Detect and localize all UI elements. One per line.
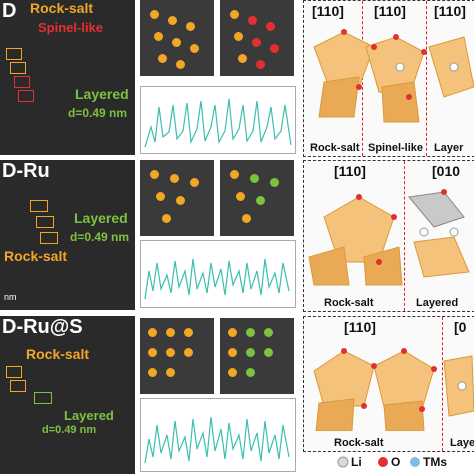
phase-footer: Rock-salt — [334, 437, 384, 449]
spacing-label-2: d=0.49 nm — [70, 230, 130, 244]
roi-box — [36, 216, 54, 228]
crystal-structure — [313, 348, 474, 431]
phase-footer: Layered — [416, 297, 459, 309]
phase-label-rocksalt-1: Rock-salt — [30, 0, 94, 16]
spacing-label-3: d=0.49 nm — [42, 424, 97, 436]
schematic-2: [110] [010 Rock-salt Layered — [303, 160, 474, 312]
schematic-3: [110] [0 Rock-salt Laye — [303, 316, 474, 452]
fft-inset-1a — [140, 0, 214, 76]
phase-divider — [426, 1, 427, 156]
roi-box — [10, 380, 26, 392]
schematic-1: [110] [110] [110] Rock-salt Spinel-like … — [303, 0, 474, 157]
roi-box — [40, 232, 58, 244]
fft-inset-3b — [220, 318, 294, 394]
intensity-profile-2 — [140, 240, 296, 308]
zone-axis-label: [110] — [374, 3, 406, 19]
zone-axis-label: [010 — [432, 163, 461, 179]
fft-inset-2a — [140, 160, 214, 236]
phase-label-layered-2: Layered — [74, 210, 128, 226]
li-atom-icon — [337, 456, 349, 468]
roi-box — [34, 392, 52, 404]
zone-axis-label: [110] — [344, 319, 376, 335]
tm-atom-icon — [410, 457, 420, 467]
stem-label-2: D-Ru — [2, 160, 50, 182]
zone-axis-label: [110] — [434, 3, 466, 19]
phase-divider — [404, 161, 405, 311]
stem-image-1: D Rock-salt Spinel-like Layered d=0.49 n… — [0, 0, 135, 155]
intensity-profile-3 — [140, 398, 296, 472]
phase-footer: Layer — [434, 142, 464, 154]
atom-legend: Li O TMs — [303, 452, 473, 472]
phase-footer: Rock-salt — [324, 297, 374, 309]
phase-footer: Spinel-like — [368, 142, 424, 154]
legend-label-o: O — [391, 455, 401, 469]
zone-axis-label: [110] — [334, 163, 366, 179]
stem-image-3: D-Ru@S Rock-salt Layered d=0.49 nm — [0, 316, 135, 474]
phase-footer: Rock-salt — [310, 142, 360, 154]
zone-axis-label: [110] — [312, 3, 344, 19]
intensity-profile-1 — [140, 86, 296, 154]
fft-inset-2b — [220, 160, 294, 236]
zone-axis-label: [0 — [454, 319, 467, 335]
spacing-label-1: d=0.49 nm — [68, 106, 128, 120]
legend-label-li: Li — [351, 455, 362, 469]
legend-label-tms: TMs — [423, 455, 447, 469]
roi-box — [6, 48, 22, 60]
phase-label-rocksalt-2: Rock-salt — [4, 248, 68, 264]
fft-inset-1b — [220, 0, 294, 76]
phase-label-layered-3: Layered — [64, 408, 114, 423]
crystal-structure — [313, 29, 474, 123]
roi-box — [14, 76, 30, 88]
phase-label-rocksalt-3: Rock-salt — [26, 346, 90, 362]
roi-box — [10, 62, 26, 74]
roi-box — [18, 90, 34, 102]
phase-label-layered-1: Layered — [75, 86, 129, 102]
o-atom-icon — [378, 457, 388, 467]
phase-label-spinel-1: Spinel-like — [38, 20, 104, 35]
stem-image-2: D-Ru Layered Rock-salt d=0.49 nm nm — [0, 160, 135, 310]
fft-inset-3a — [140, 318, 214, 394]
phase-footer: Laye — [450, 437, 474, 449]
stem-label-1: D — [2, 0, 17, 22]
scale-unit-2: nm — [4, 292, 17, 302]
phase-divider — [442, 317, 443, 451]
roi-box — [30, 200, 48, 212]
stem-label-3: D-Ru@S — [2, 316, 83, 338]
roi-box — [6, 366, 22, 378]
crystal-structure — [308, 189, 470, 286]
